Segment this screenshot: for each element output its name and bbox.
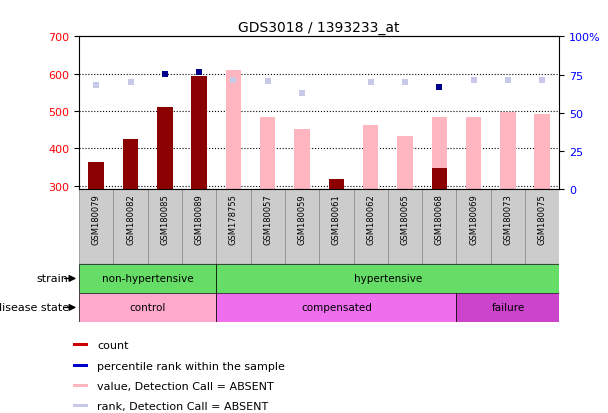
Text: GSM180059: GSM180059 <box>297 194 306 244</box>
Bar <box>123 140 138 190</box>
Text: non-hypertensive: non-hypertensive <box>102 274 193 284</box>
Bar <box>329 179 344 190</box>
Bar <box>422 190 457 264</box>
Text: GSM180079: GSM180079 <box>92 194 101 244</box>
Bar <box>157 108 173 190</box>
Bar <box>73 384 88 387</box>
Bar <box>73 404 88 407</box>
Text: percentile rank within the sample: percentile rank within the sample <box>97 361 285 371</box>
Text: rank, Detection Call = ABSENT: rank, Detection Call = ABSENT <box>97 401 268 411</box>
Text: GSM180062: GSM180062 <box>366 194 375 244</box>
Bar <box>432 118 447 190</box>
Text: GSM180085: GSM180085 <box>161 194 169 244</box>
Bar <box>388 190 422 264</box>
Bar <box>216 264 559 293</box>
Bar <box>79 293 216 322</box>
Text: GSM180057: GSM180057 <box>263 194 272 244</box>
Bar <box>260 118 275 190</box>
Bar <box>466 118 482 190</box>
Text: GSM180073: GSM180073 <box>503 194 513 244</box>
Text: GSM180082: GSM180082 <box>126 194 135 244</box>
Bar <box>457 190 491 264</box>
Bar <box>329 179 344 190</box>
Bar <box>285 190 319 264</box>
Bar <box>89 163 104 190</box>
Text: GSM180065: GSM180065 <box>401 194 409 244</box>
Title: GDS3018 / 1393233_at: GDS3018 / 1393233_at <box>238 21 400 35</box>
Bar <box>148 190 182 264</box>
Bar <box>79 190 113 264</box>
Text: GSM180089: GSM180089 <box>195 194 204 244</box>
Bar <box>182 190 216 264</box>
Text: compensated: compensated <box>301 303 371 313</box>
Bar <box>432 169 447 190</box>
Bar <box>73 343 88 347</box>
Bar <box>226 71 241 190</box>
Bar <box>457 293 559 322</box>
Bar <box>192 77 207 190</box>
Bar <box>157 108 173 190</box>
Bar <box>73 364 88 367</box>
Bar <box>192 77 207 190</box>
Text: disease state: disease state <box>0 303 69 313</box>
Text: GSM180068: GSM180068 <box>435 194 444 244</box>
Bar <box>319 190 353 264</box>
Text: count: count <box>97 340 128 350</box>
Bar <box>363 126 378 190</box>
Bar <box>216 293 457 322</box>
Text: GSM180061: GSM180061 <box>332 194 341 244</box>
Text: hypertensive: hypertensive <box>354 274 422 284</box>
Bar <box>500 113 516 190</box>
Bar <box>250 190 285 264</box>
Bar <box>353 190 388 264</box>
Text: control: control <box>130 303 166 313</box>
Bar <box>113 190 148 264</box>
Text: value, Detection Call = ABSENT: value, Detection Call = ABSENT <box>97 381 274 391</box>
Bar <box>397 137 413 190</box>
Text: GSM180069: GSM180069 <box>469 194 478 244</box>
Bar <box>534 115 550 190</box>
Text: GSM180075: GSM180075 <box>537 194 547 244</box>
Bar <box>89 163 104 190</box>
Bar <box>491 190 525 264</box>
Bar <box>79 264 216 293</box>
Text: GSM178755: GSM178755 <box>229 194 238 244</box>
Bar <box>216 190 250 264</box>
Text: failure: failure <box>491 303 525 313</box>
Bar <box>525 190 559 264</box>
Bar <box>123 140 138 190</box>
Text: strain: strain <box>37 274 69 284</box>
Bar <box>294 130 309 190</box>
